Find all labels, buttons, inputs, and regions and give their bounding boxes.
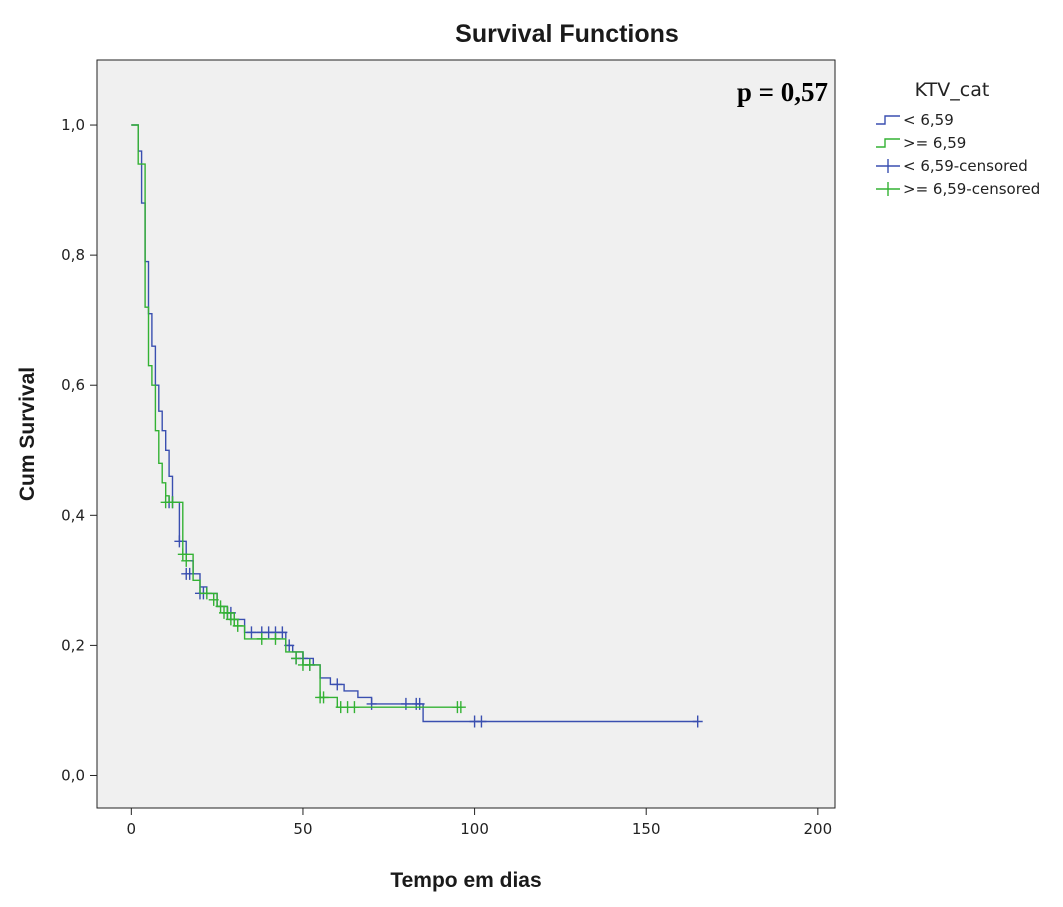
censor-mark xyxy=(222,606,233,619)
chart-title: Survival Functions xyxy=(455,20,679,48)
x-axis-label: Tempo em dias xyxy=(390,869,541,892)
legend-label-below-censored: < 6,59-censored xyxy=(903,157,1028,175)
y-tick-label: 0,2 xyxy=(61,636,85,654)
x-tick-label: 200 xyxy=(804,820,833,838)
censor-mark xyxy=(229,613,240,626)
censor-mark xyxy=(256,632,267,645)
series-layer xyxy=(131,124,703,728)
legend-label-above: >= 6,59 xyxy=(903,134,966,152)
y-axis: 0,0 0,2 0,4 0,6 0,8 1,0 xyxy=(61,116,97,784)
censor-mark xyxy=(304,658,315,671)
series-line-0 xyxy=(131,124,698,723)
censor-mark xyxy=(366,697,377,710)
x-tick-label: 50 xyxy=(293,820,312,838)
censor-mark xyxy=(177,548,188,561)
censor-mark xyxy=(246,626,257,639)
y-axis-label: Cum Survival xyxy=(16,367,39,501)
y-tick-label: 1,0 xyxy=(61,116,85,134)
censor-mark xyxy=(414,697,425,710)
legend-label-above-censored: >= 6,59-censored xyxy=(903,180,1040,198)
y-tick-label: 0,0 xyxy=(61,766,85,784)
legend-label-below: < 6,59 xyxy=(903,111,954,129)
legend-swatch-above-censored xyxy=(876,182,900,196)
legend-title: KTV_cat xyxy=(915,79,990,101)
y-tick-label: 0,6 xyxy=(61,376,85,394)
censor-mark xyxy=(476,715,487,728)
legend-swatch-below xyxy=(876,115,900,125)
censor-mark xyxy=(208,593,219,606)
x-tick-label: 100 xyxy=(460,820,489,838)
censor-mark xyxy=(270,632,281,645)
legend-swatch-above xyxy=(876,138,900,148)
legend-symbols xyxy=(876,115,900,196)
censor-mark xyxy=(692,715,703,728)
censor-mark xyxy=(455,701,466,714)
censor-mark xyxy=(291,652,302,665)
censor-mark xyxy=(181,554,192,567)
x-tick-label: 0 xyxy=(127,820,137,838)
censor-mark xyxy=(167,496,178,509)
censor-mark xyxy=(349,701,360,714)
y-tick-label: 0,4 xyxy=(61,506,85,524)
censor-mark xyxy=(277,626,288,639)
plot-panel xyxy=(96,59,836,809)
y-tick-label: 0,8 xyxy=(61,246,85,264)
censor-mark xyxy=(201,587,212,600)
censor-mark xyxy=(332,678,343,691)
censor-mark xyxy=(215,600,226,613)
censor-mark xyxy=(400,697,411,710)
censor-mark xyxy=(318,691,329,704)
series-line-1 xyxy=(131,124,461,708)
legend-swatch-below-censored xyxy=(876,159,900,173)
x-tick-label: 150 xyxy=(632,820,661,838)
legend: KTV_cat < 6,59 >= 6,59 < 6,59-censored >… xyxy=(876,79,1040,198)
x-axis: 0 50 100 150 200 xyxy=(127,808,833,838)
p-value-annotation: p = 0,57 xyxy=(737,77,828,107)
censor-mark xyxy=(232,619,243,632)
